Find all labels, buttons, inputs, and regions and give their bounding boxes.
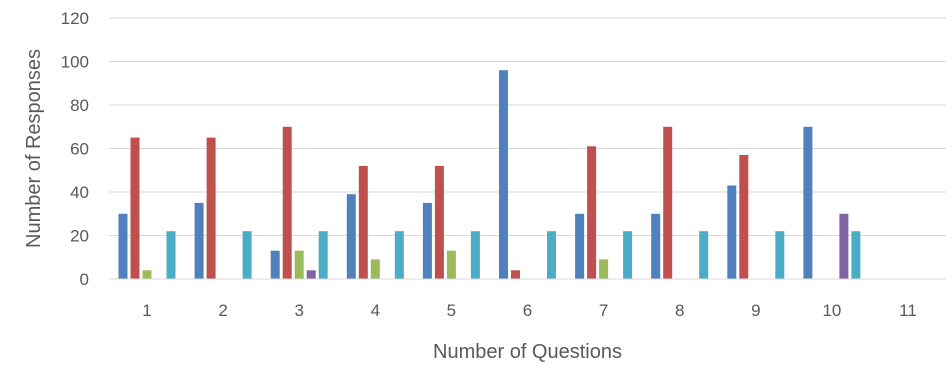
bar-2-s5 [242, 231, 252, 279]
bar-5-s5 [470, 231, 480, 279]
bar-3-s4 [306, 270, 316, 279]
bar-6-s2 [511, 270, 520, 279]
bar-8-s5 [699, 231, 709, 279]
x-tick-label: 7 [599, 301, 608, 320]
bar-3-s1 [270, 250, 280, 279]
bar-5-s1 [422, 202, 432, 279]
x-tick-label: 6 [523, 301, 532, 320]
x-tick-label: 9 [751, 301, 760, 320]
bar-5-s2 [434, 165, 444, 279]
y-axis-title: Number of Responses [23, 49, 45, 248]
y-tick-label: 20 [70, 227, 89, 246]
bar-2-s1 [194, 202, 204, 279]
x-tick-label: 11 [899, 301, 917, 320]
bar-4-s3 [370, 259, 380, 279]
x-tick-label: 4 [371, 301, 380, 320]
bar-1-s5 [166, 231, 176, 279]
bar-1-s1 [118, 213, 128, 280]
x-tick-label: 1 [142, 301, 151, 320]
bar-8-s1 [651, 213, 661, 280]
bar-4-s2 [358, 165, 368, 279]
bar-3-s5 [318, 231, 328, 279]
bar-6-s1 [499, 70, 508, 279]
y-tick-label: 60 [70, 140, 89, 159]
bar-10-s4 [839, 213, 849, 280]
x-axis-title: Number of Questions [433, 341, 622, 363]
bar-2-s2 [206, 137, 216, 279]
bar-10-s5 [851, 231, 861, 279]
bar-10-s1 [803, 126, 813, 280]
bar-6-s5 [547, 231, 556, 279]
x-tick-label: 5 [447, 301, 456, 320]
bar-9-s2 [739, 155, 749, 279]
bar-5-s3 [446, 250, 456, 279]
x-axis-ticks: 1 2 3 4 5 6 7 8 9 10 11 [142, 301, 917, 320]
bar-1-s3 [142, 270, 152, 279]
x-tick-label: 3 [294, 301, 303, 320]
bars [118, 70, 861, 280]
bar-3-s3 [294, 250, 304, 279]
bar-9-s1 [727, 185, 737, 279]
x-tick-label: 2 [218, 301, 227, 320]
bar-7-s2 [587, 146, 597, 279]
x-tick-label: 8 [675, 301, 684, 320]
bar-8-s2 [663, 126, 673, 280]
bar-1-s2 [130, 137, 140, 279]
y-tick-label: 100 [61, 53, 89, 72]
y-tick-label: 0 [80, 270, 89, 289]
bar-7-s3 [599, 259, 609, 279]
y-axis-ticks: 0 20 40 60 80 100 120 [61, 9, 89, 289]
y-tick-label: 120 [61, 9, 89, 28]
bar-9-s5 [775, 231, 785, 279]
bar-4-s1 [346, 194, 356, 279]
bar-7-s1 [575, 213, 585, 280]
bar-4-s5 [394, 231, 404, 279]
x-tick-label: 10 [822, 301, 841, 320]
y-tick-label: 80 [70, 96, 89, 115]
bar-7-s5 [623, 231, 633, 279]
gridlines [109, 17, 946, 236]
bar-3-s2 [282, 126, 292, 280]
y-tick-label: 40 [70, 183, 89, 202]
